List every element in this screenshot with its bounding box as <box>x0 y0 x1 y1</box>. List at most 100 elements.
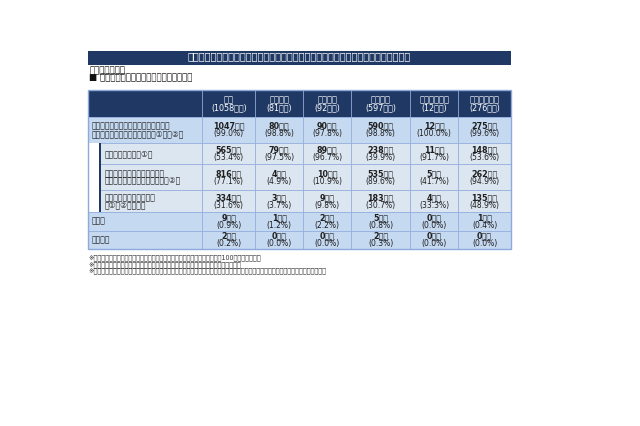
Bar <box>202 190 255 212</box>
Bar <box>88 117 202 143</box>
Text: 4大学: 4大学 <box>427 193 442 202</box>
Text: 135大学: 135大学 <box>472 193 497 202</box>
Text: 0大学: 0大学 <box>427 213 442 222</box>
Bar <box>458 117 511 143</box>
Bar <box>202 212 255 230</box>
Text: (100.0%): (100.0%) <box>417 129 452 138</box>
Text: (41.7%): (41.7%) <box>419 177 449 186</box>
Bar <box>88 90 511 249</box>
Text: (3.7%): (3.7%) <box>266 201 292 210</box>
Text: 公立大学: 公立大学 <box>317 95 337 104</box>
Text: 816大学: 816大学 <box>216 169 242 178</box>
Text: ※構成比は小数点以下第２位を四捨五入しているため、合計しても必ずしも100とはならない。: ※構成比は小数点以下第２位を四捨五入しているため、合計しても必ずしも100とはな… <box>88 254 261 261</box>
Text: 90大学: 90大学 <box>317 121 337 130</box>
Text: (96.7%): (96.7%) <box>312 153 342 162</box>
Text: (0.2%): (0.2%) <box>216 239 241 248</box>
Text: 私立短期大学: 私立短期大学 <box>470 95 500 104</box>
Text: 別日程への受験の振替を実施（②）: 別日程への受験の振替を実施（②） <box>105 177 181 186</box>
Bar <box>303 212 351 230</box>
Text: 12大学: 12大学 <box>424 121 445 130</box>
Text: (2.2%): (2.2%) <box>315 221 340 230</box>
Text: 565大学: 565大学 <box>216 145 242 154</box>
Bar <box>410 117 458 143</box>
Bar <box>88 143 202 164</box>
Text: (97.8%): (97.8%) <box>312 129 342 138</box>
Bar <box>351 117 410 143</box>
Bar <box>99 143 101 212</box>
Text: 11大学: 11大学 <box>424 145 444 154</box>
Bar <box>202 230 255 249</box>
Text: 国立大学: 国立大学 <box>269 95 289 104</box>
Text: 275大学: 275大学 <box>472 121 498 130</box>
Text: 追加の受験料を徴収せずに、: 追加の受験料を徴収せずに、 <box>105 169 165 178</box>
Bar <box>351 164 410 190</box>
Bar <box>351 190 410 212</box>
Bar <box>202 164 255 190</box>
Text: 89大学: 89大学 <box>317 145 337 154</box>
Text: 対応なし: 対応なし <box>92 235 110 244</box>
Bar <box>88 212 202 230</box>
Bar <box>88 143 99 212</box>
Text: 2大学: 2大学 <box>221 231 236 240</box>
Text: (94.9%): (94.9%) <box>470 177 500 186</box>
Text: 5大学: 5大学 <box>373 213 388 222</box>
Text: (33.3%): (33.3%) <box>419 201 449 210</box>
Bar <box>255 164 303 190</box>
Text: 別日程への受験の振替を実施（①又は②）: 別日程への受験の振替を実施（①又は②） <box>92 129 184 138</box>
Bar <box>88 48 511 65</box>
Text: 148大学: 148大学 <box>472 145 498 154</box>
Bar <box>88 230 202 249</box>
Text: 2大学: 2大学 <box>319 213 335 222</box>
Text: (0.8%): (0.8%) <box>368 221 393 230</box>
Text: (276大学): (276大学) <box>469 104 500 112</box>
Text: (0.0%): (0.0%) <box>422 239 447 248</box>
Bar <box>255 230 303 249</box>
Bar <box>458 143 511 164</box>
Bar <box>303 190 351 212</box>
Bar <box>351 212 410 230</box>
Bar <box>458 212 511 230</box>
Bar <box>202 143 255 164</box>
Bar <box>303 90 351 117</box>
Bar <box>303 164 351 190</box>
Text: (12大学): (12大学) <box>421 104 447 112</box>
Bar <box>303 143 351 164</box>
Text: (597大学): (597大学) <box>365 104 396 112</box>
Text: 私立大学: 私立大学 <box>371 95 390 104</box>
Text: (97.5%): (97.5%) <box>264 153 294 162</box>
Text: (91.7%): (91.7%) <box>419 153 449 162</box>
Text: 9大学: 9大学 <box>320 193 335 202</box>
Bar <box>303 117 351 143</box>
Text: (53.4%): (53.4%) <box>214 153 244 162</box>
Text: 4大学: 4大学 <box>271 169 287 178</box>
Text: (0.0%): (0.0%) <box>266 239 292 248</box>
Text: (10.9%): (10.9%) <box>312 177 342 186</box>
Bar <box>410 143 458 164</box>
Bar <box>303 230 351 249</box>
Text: 5大学: 5大学 <box>427 169 442 178</box>
Text: 2大学: 2大学 <box>373 231 388 240</box>
Text: (99.6%): (99.6%) <box>470 129 500 138</box>
Bar <box>255 190 303 212</box>
Text: 238大学: 238大学 <box>367 145 394 154</box>
Text: 3大学: 3大学 <box>271 193 287 202</box>
Text: 334大学: 334大学 <box>216 193 242 202</box>
Text: (0.4%): (0.4%) <box>472 221 497 230</box>
Text: ※大学入学共通テストの成績及び出願書類等による再選抜を行う場合も追試験に含む。: ※大学入学共通テストの成績及び出願書類等による再選抜を行う場合も追試験に含む。 <box>88 261 241 268</box>
Text: (89.6%): (89.6%) <box>365 177 396 186</box>
Bar <box>410 212 458 230</box>
Text: (4.9%): (4.9%) <box>266 177 292 186</box>
Text: 590大学: 590大学 <box>368 121 394 130</box>
Text: 1047大学: 1047大学 <box>213 121 244 130</box>
Text: (48.9%): (48.9%) <box>470 201 500 210</box>
Text: (0.0%): (0.0%) <box>422 221 447 230</box>
Text: (99.0%): (99.0%) <box>214 129 244 138</box>
Text: (92大学): (92大学) <box>314 104 340 112</box>
Bar <box>410 230 458 249</box>
Text: (81大学): (81大学) <box>266 104 292 112</box>
Text: 追試験と振替を両方実施: 追試験と振替を両方実施 <box>105 193 156 202</box>
Text: (53.6%): (53.6%) <box>470 153 500 162</box>
Bar <box>410 90 458 117</box>
Text: (77.1%): (77.1%) <box>214 177 244 186</box>
Text: 183大学: 183大学 <box>367 193 394 202</box>
